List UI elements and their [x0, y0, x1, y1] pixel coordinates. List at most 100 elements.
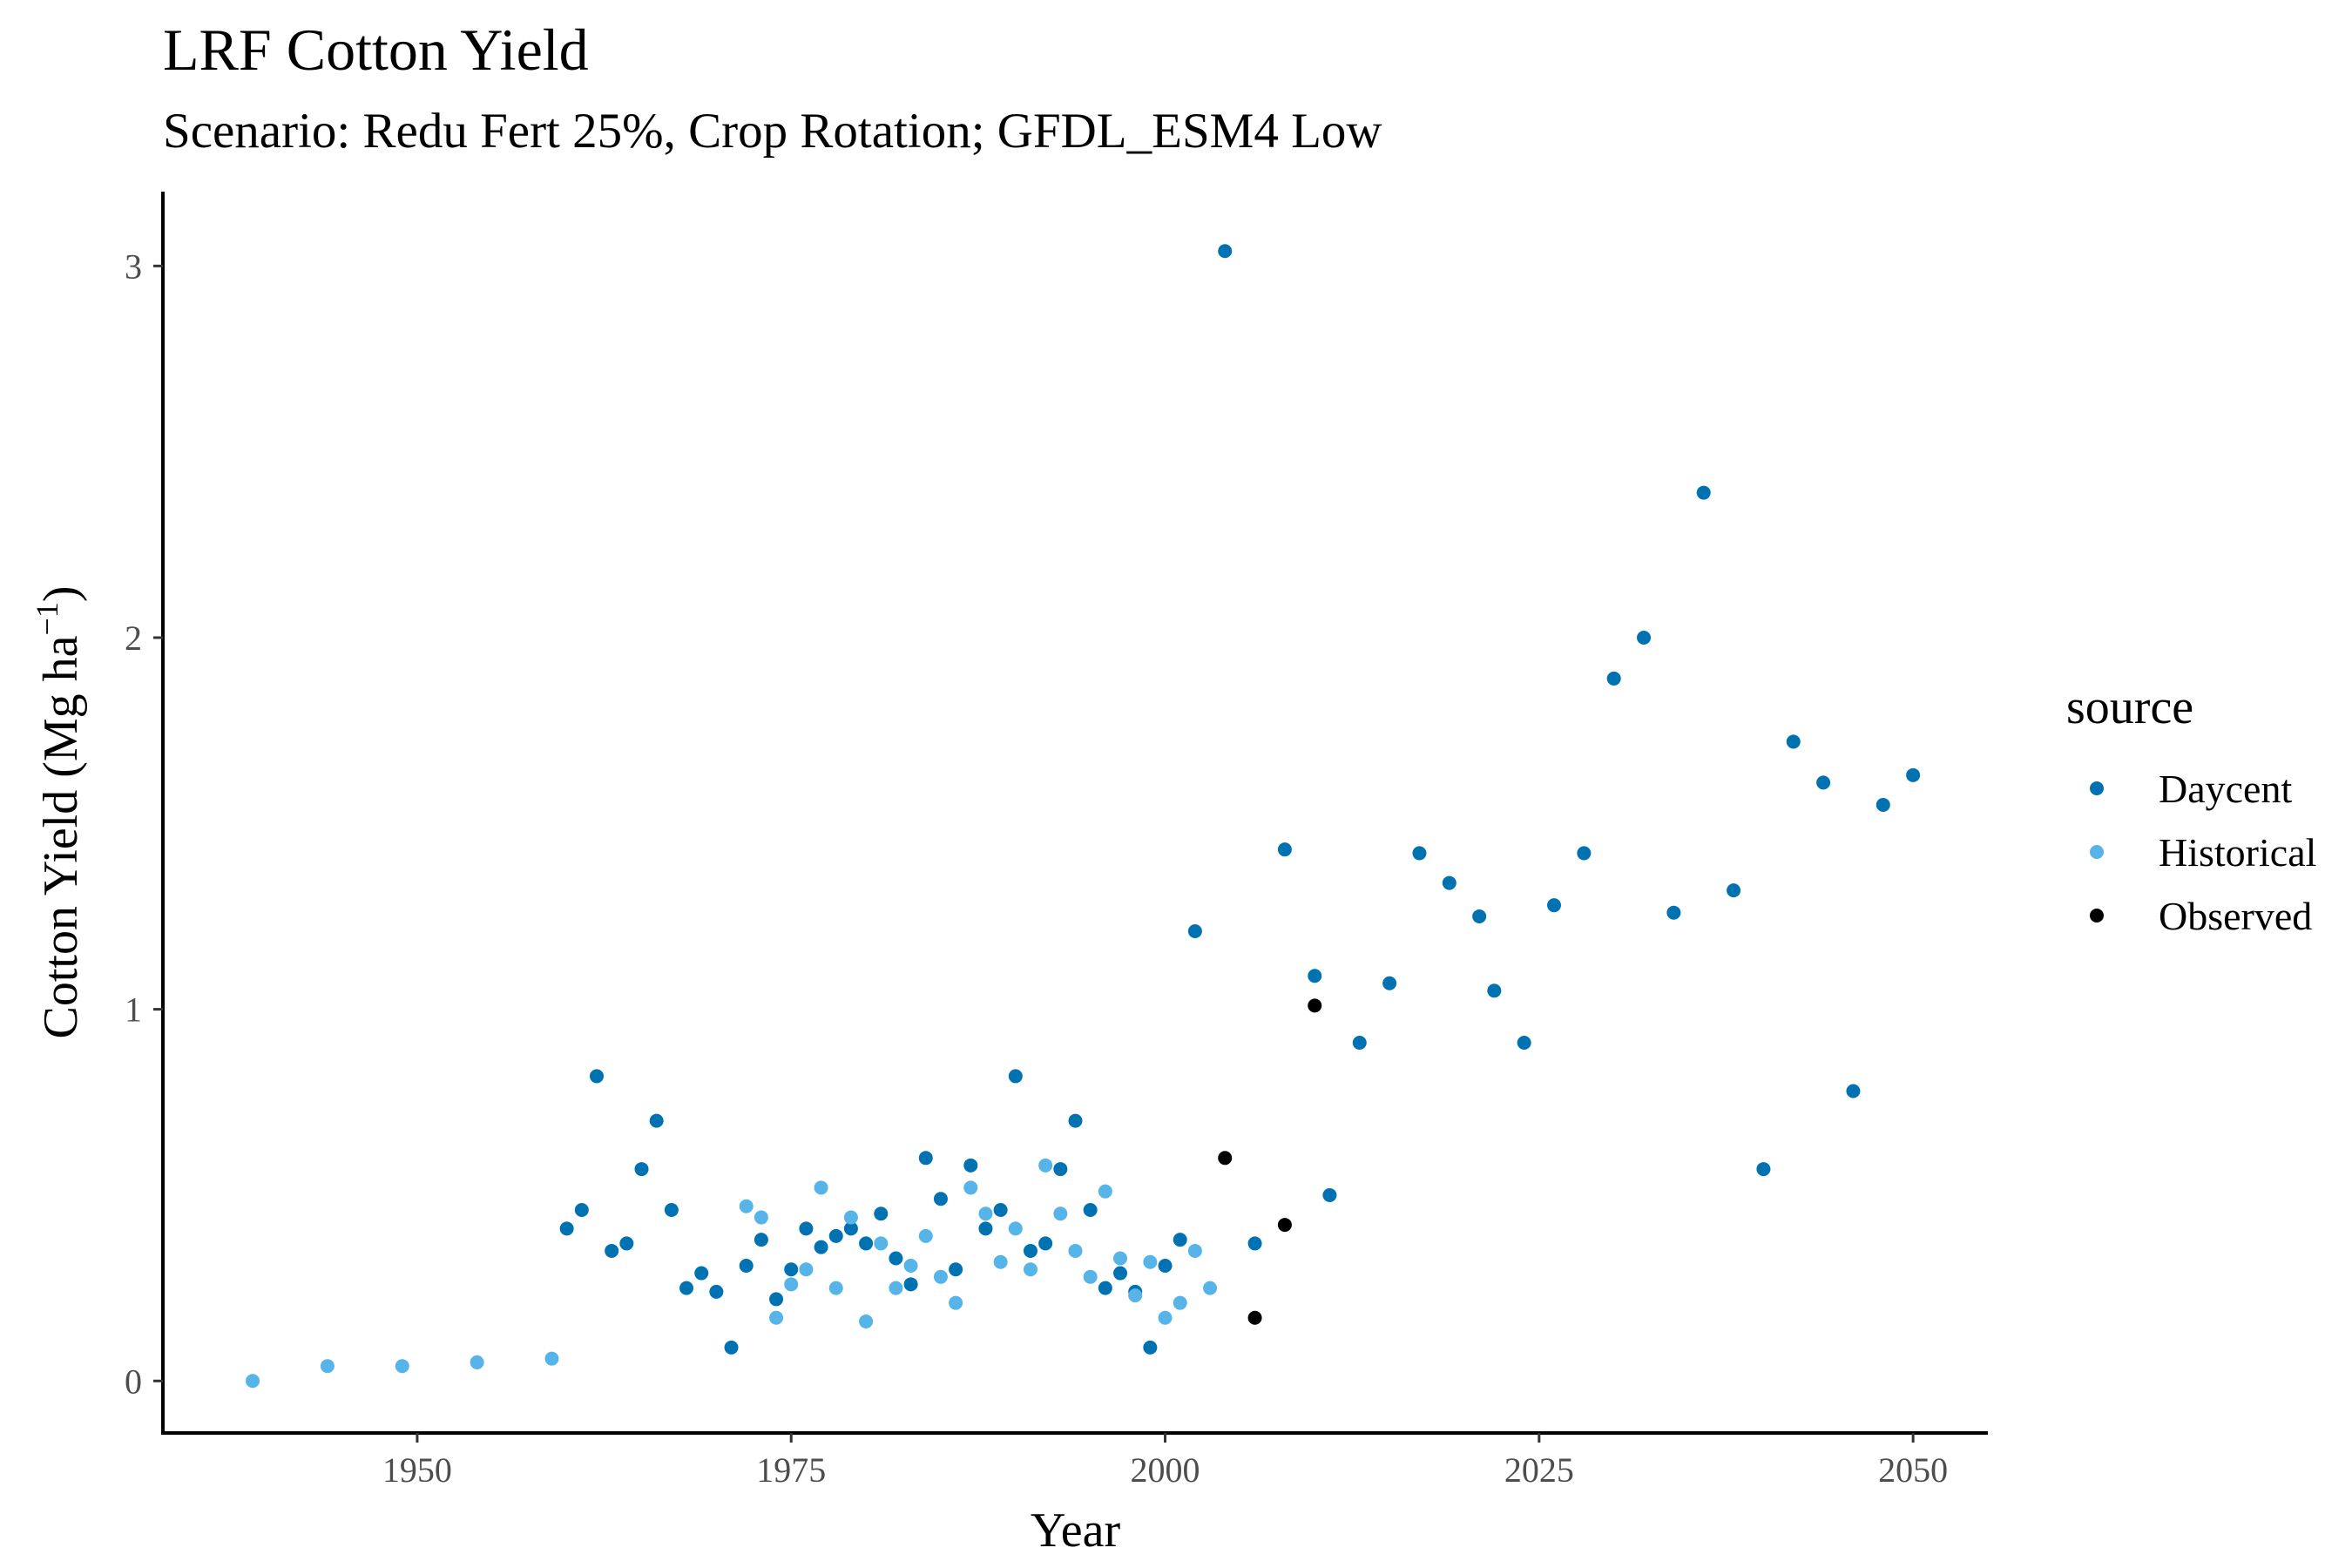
- point-daycent: [1517, 1036, 1531, 1051]
- point-daycent: [605, 1243, 619, 1258]
- point-daycent: [1113, 1266, 1128, 1281]
- legend-key-historical: [2090, 845, 2104, 859]
- y-axis-title-superscript: −1: [30, 602, 64, 635]
- point-daycent: [1472, 909, 1487, 923]
- point-historical: [859, 1315, 874, 1329]
- point-daycent: [1173, 1233, 1187, 1247]
- x-tick-label: 2025: [1504, 1450, 1574, 1490]
- point-historical: [903, 1259, 918, 1274]
- point-historical: [784, 1277, 799, 1292]
- point-daycent: [1756, 1162, 1771, 1177]
- point-daycent: [1846, 1084, 1861, 1098]
- point-historical: [963, 1180, 978, 1195]
- point-historical: [978, 1206, 993, 1221]
- point-daycent: [754, 1233, 768, 1247]
- point-historical: [1083, 1269, 1098, 1284]
- point-daycent: [1008, 1069, 1023, 1084]
- point-daycent: [1906, 767, 1921, 782]
- point-daycent: [903, 1277, 918, 1292]
- point-historical: [933, 1269, 948, 1284]
- legend-label-daycent: Daycent: [2159, 767, 2292, 811]
- point-daycent: [828, 1228, 843, 1243]
- point-daycent: [1816, 775, 1831, 790]
- point-daycent: [1023, 1243, 1037, 1258]
- point-observed: [1308, 998, 1322, 1013]
- point-daycent: [634, 1162, 649, 1177]
- point-daycent: [1158, 1259, 1173, 1274]
- legend-label-historical: Historical: [2159, 830, 2316, 875]
- point-daycent: [1068, 1113, 1083, 1128]
- x-tick-label: 2000: [1131, 1450, 1200, 1490]
- y-tick-label: 2: [125, 618, 142, 658]
- point-daycent: [799, 1221, 814, 1236]
- point-daycent: [859, 1236, 874, 1251]
- point-historical: [1053, 1206, 1068, 1221]
- point-daycent: [1143, 1340, 1158, 1355]
- point-daycent: [1187, 924, 1202, 939]
- point-daycent: [993, 1203, 1008, 1218]
- point-historical: [949, 1295, 963, 1310]
- point-daycent: [1637, 630, 1652, 645]
- point-observed: [1218, 1151, 1233, 1166]
- y-tick-label: 1: [125, 990, 142, 1030]
- point-daycent: [1666, 905, 1681, 920]
- point-daycent: [963, 1158, 978, 1173]
- point-historical: [544, 1351, 559, 1366]
- point-daycent: [1487, 983, 1502, 998]
- point-daycent: [1442, 875, 1456, 890]
- point-daycent: [918, 1151, 933, 1166]
- x-tick-label: 1975: [756, 1450, 826, 1490]
- x-tick-label: 2050: [1878, 1450, 1948, 1490]
- point-daycent: [724, 1340, 739, 1355]
- point-historical: [1038, 1158, 1053, 1173]
- point-daycent: [889, 1251, 903, 1266]
- point-daycent: [1547, 898, 1562, 913]
- point-daycent: [1352, 1036, 1367, 1051]
- point-historical: [1173, 1295, 1187, 1310]
- point-historical: [1158, 1310, 1173, 1325]
- point-historical: [1098, 1184, 1112, 1199]
- point-daycent: [1308, 969, 1322, 983]
- axes: [161, 192, 1988, 1435]
- point-historical: [1113, 1251, 1128, 1266]
- point-historical: [993, 1254, 1008, 1269]
- legend-key-observed: [2090, 909, 2104, 923]
- point-daycent: [709, 1284, 724, 1299]
- point-daycent: [619, 1236, 634, 1251]
- point-historical: [1008, 1221, 1023, 1236]
- x-axis-title: Year: [1031, 1504, 1121, 1558]
- point-daycent: [784, 1262, 799, 1277]
- legend: source Daycent Historical Observed: [2066, 680, 2316, 938]
- chart-title: LRF Cotton Yield: [163, 17, 589, 83]
- point-daycent: [1727, 883, 1741, 898]
- point-daycent: [1277, 842, 1292, 857]
- point-historical: [1203, 1281, 1218, 1295]
- point-daycent: [874, 1206, 889, 1221]
- point-daycent: [1786, 734, 1801, 749]
- y-axis-title-close: ): [34, 586, 88, 603]
- point-daycent: [933, 1192, 948, 1206]
- point-daycent: [739, 1259, 754, 1274]
- point-daycent: [664, 1203, 679, 1218]
- point-daycent: [1876, 797, 1890, 812]
- point-observed: [1247, 1310, 1262, 1325]
- point-historical: [769, 1310, 784, 1325]
- point-historical: [799, 1262, 814, 1277]
- point-daycent: [1098, 1281, 1112, 1295]
- point-historical: [754, 1210, 768, 1225]
- point-historical: [739, 1199, 754, 1213]
- point-historical: [1143, 1254, 1158, 1269]
- y-axis-title-main: Cotton Yield (Mg ha: [34, 635, 88, 1038]
- point-daycent: [559, 1221, 574, 1236]
- point-historical: [828, 1281, 843, 1295]
- point-historical: [246, 1374, 260, 1389]
- point-daycent: [1696, 485, 1711, 500]
- point-daycent: [949, 1262, 963, 1277]
- point-daycent: [978, 1221, 993, 1236]
- axis-ticks: 1950 1975 2000 2025 2050 0 1 2 3: [125, 247, 1948, 1490]
- point-historical: [889, 1281, 903, 1295]
- point-daycent: [649, 1113, 664, 1128]
- point-daycent: [1382, 976, 1397, 990]
- point-daycent: [1083, 1203, 1098, 1218]
